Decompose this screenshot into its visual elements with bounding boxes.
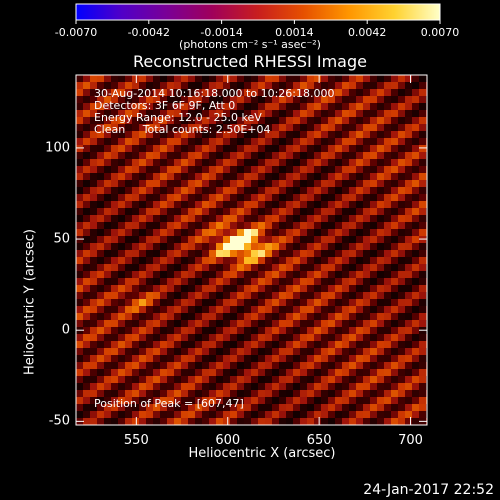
y-tick-label: 50 xyxy=(53,231,70,247)
observation-info: 30-Aug-2014 10:16:18.000 to 10:26:18.000… xyxy=(94,88,335,136)
colorbar-tick-marks xyxy=(75,20,441,24)
colorbar-tick-label: -0.0014 xyxy=(200,26,243,39)
rhessi-image xyxy=(76,75,427,425)
y-tick-label: 0 xyxy=(61,322,70,338)
colorbar-tick-label: 0.0042 xyxy=(347,26,387,39)
colorbar-tick-label: -0.0042 xyxy=(127,26,171,39)
colorbar-tick-label: 0.0014 xyxy=(275,26,314,39)
colorbar-tick-label: -0.0070 xyxy=(54,26,98,39)
axis-tick-marks xyxy=(76,75,427,425)
colorbar xyxy=(76,4,440,20)
x-tick-label: 700 xyxy=(398,433,423,448)
peak-position-label: Position of Peak = [607,47] xyxy=(94,397,244,410)
colorbar-tick-label: 0.0070 xyxy=(420,26,460,39)
y-tick-label: 100 xyxy=(45,140,70,156)
x-axis-label: Heliocentric X (arcsec) xyxy=(188,446,336,461)
plot-frame xyxy=(75,74,428,426)
y-tick-label: -50 xyxy=(48,413,70,429)
clean-total-counts: Clean Total counts: 2.50E+04 xyxy=(94,123,271,136)
plot-title: Reconstructed RHESSI Image xyxy=(133,52,367,71)
energy-range: Energy Range: 12.0 - 25.0 keV xyxy=(94,111,262,124)
x-tick-label: 550 xyxy=(123,433,149,448)
time-range: 30-Aug-2014 10:16:18.000 to 10:26:18.000 xyxy=(94,87,335,100)
x-tick-label: 600 xyxy=(215,433,241,448)
y-axis-label: Heliocentric Y (arcsec) xyxy=(22,229,38,375)
footer-date: 24-Jan-2017 22:52 xyxy=(363,482,494,498)
colorbar-units: (photons cm⁻² s⁻¹ asec⁻²) xyxy=(179,38,321,51)
x-tick-label: 650 xyxy=(306,433,332,448)
detectors-info: Detectors: 3F 6F 9F, Att 0 xyxy=(94,99,236,112)
